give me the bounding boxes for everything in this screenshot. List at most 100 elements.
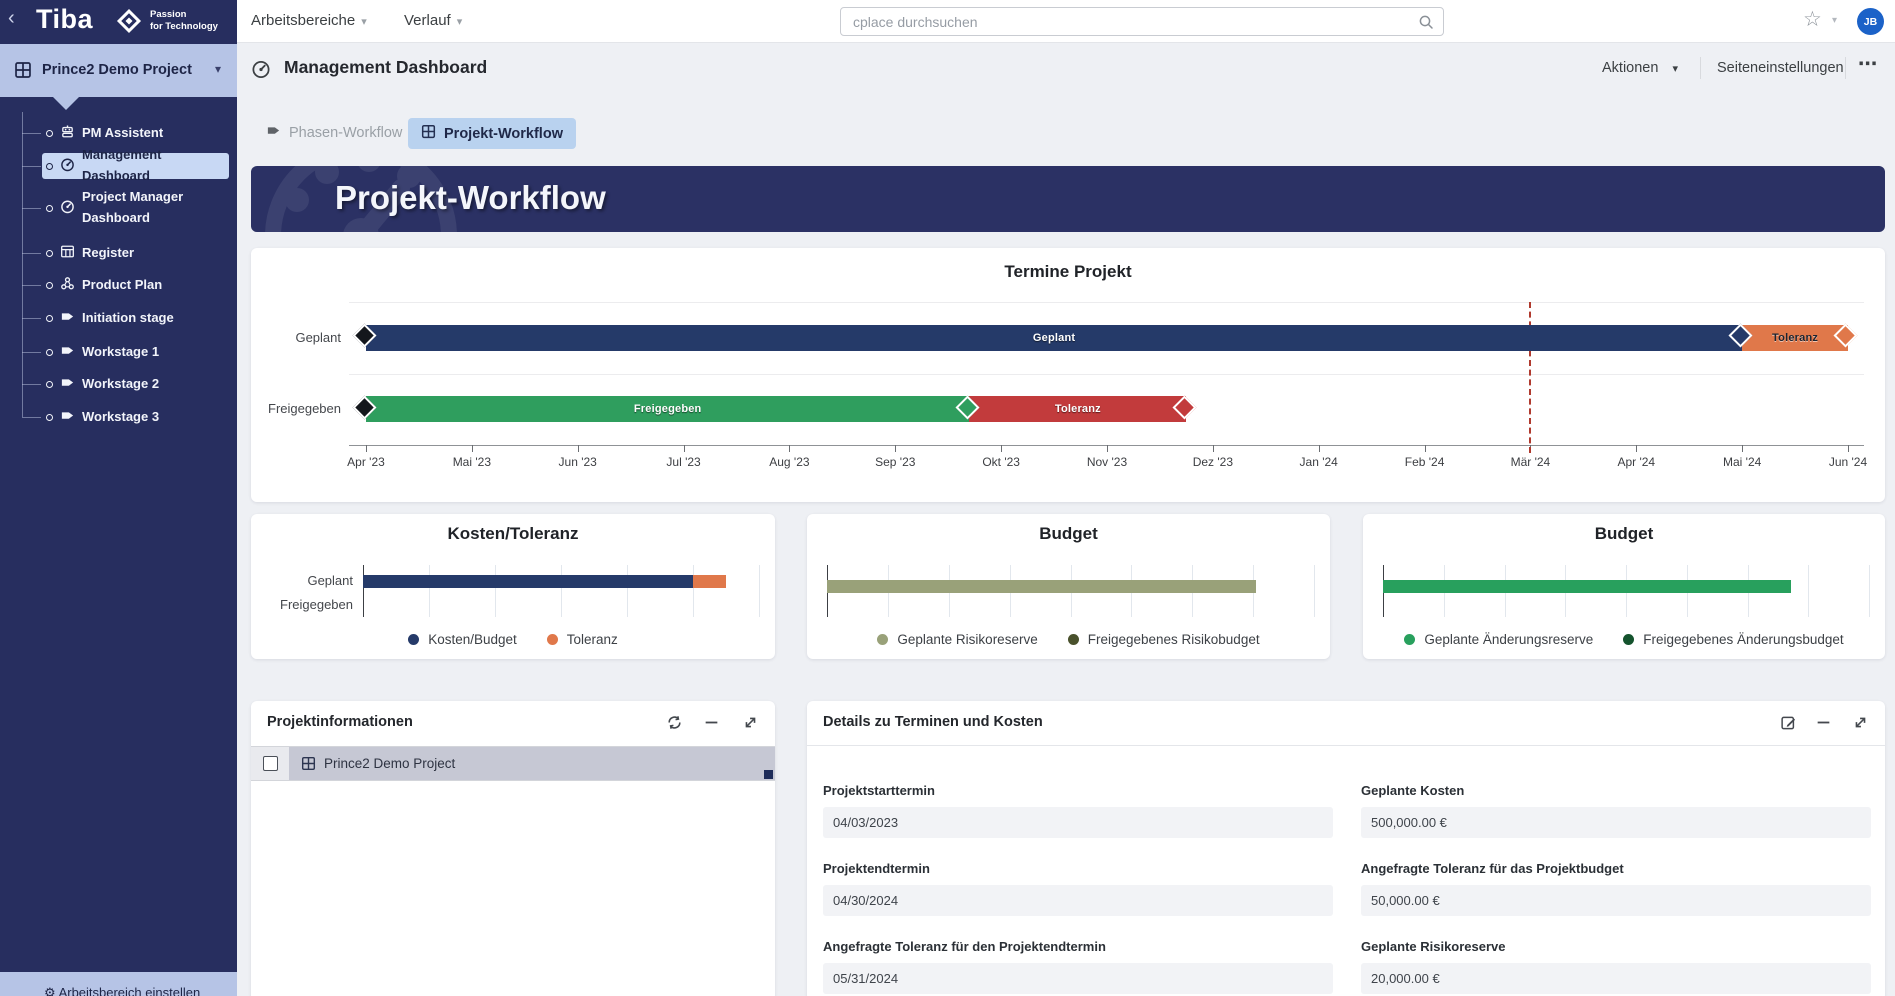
edit-icon[interactable]	[1780, 714, 1797, 736]
logo-bar: ‹ Tiba Passion for Technology	[0, 0, 237, 44]
page-settings-button[interactable]: Seiteneinstellungen	[1717, 60, 1844, 76]
grid-icon	[301, 756, 316, 771]
tree-bullet	[46, 129, 53, 137]
avatar[interactable]: JB	[1857, 8, 1884, 35]
search-icon[interactable]	[1418, 14, 1434, 35]
axis-tick	[577, 445, 579, 452]
table-icon	[60, 244, 75, 262]
selection-handle[interactable]	[764, 770, 773, 779]
detail-field-value: 05/31/2024	[823, 963, 1333, 994]
history-menu[interactable]: Verlauf ▾	[404, 12, 463, 29]
legend-label: Freigegebenes Änderungsbudget	[1643, 632, 1844, 647]
legend-item: Toleranz	[546, 632, 618, 647]
bar-segment	[1383, 579, 1792, 593]
collapse-widget-icon[interactable]	[1815, 714, 1832, 736]
workspaces-menu[interactable]: Arbeitsbereiche ▾	[251, 12, 367, 29]
gridline	[1869, 565, 1870, 617]
divider	[1700, 57, 1701, 79]
sidebar-item-workstage-3[interactable]: Workstage 3	[42, 404, 229, 430]
expand-icon[interactable]	[1852, 714, 1869, 736]
axis-tick	[1106, 445, 1108, 452]
chevron-down-icon[interactable]: ▾	[1832, 15, 1838, 26]
more-menu-button[interactable]: ⋯	[1858, 54, 1878, 75]
x-tick-label: Apr '23	[347, 455, 385, 469]
legend-swatch	[1623, 634, 1635, 645]
x-tick-label: Aug '23	[769, 455, 810, 469]
detail-field: Angefragte Toleranz für das Projektbudge…	[1361, 861, 1871, 916]
tree-bullet	[46, 204, 53, 212]
gridline	[1314, 565, 1315, 617]
selector-pointer	[53, 97, 79, 110]
axis-tick	[366, 445, 367, 452]
gantt-bar-segment: Toleranz	[969, 396, 1187, 422]
chart-legend: Geplante Risikoreserve Freigegebenes Risi…	[807, 632, 1330, 647]
panel-header: Details zu Terminen und Kosten	[807, 701, 1885, 745]
expand-icon[interactable]	[742, 714, 759, 736]
detail-field-label: Geplante Kosten	[1361, 783, 1465, 798]
project-selector[interactable]: Prince2 Demo Project ▾	[0, 44, 237, 97]
sidebar-item-label: Workstage 3	[82, 408, 160, 424]
detail-field-value: 50,000.00 €	[1361, 885, 1871, 916]
project-row[interactable]: Prince2 Demo Project	[289, 747, 775, 780]
panel-title: Projektinformationen	[267, 714, 413, 730]
axis-baseline	[349, 445, 1864, 446]
gauge-icon	[60, 157, 75, 175]
gantt-bar-label: Toleranz	[1054, 403, 1101, 415]
detail-field: Angefragte Toleranz für den Projektendte…	[823, 939, 1333, 994]
sidebar-item-workstage-1[interactable]: Workstage 1	[42, 339, 229, 365]
collapse-widget-icon[interactable]	[703, 714, 720, 736]
x-tick-label: Mai '24	[1722, 455, 1762, 469]
bar-segment	[693, 574, 726, 588]
legend-label: Geplante Änderungsreserve	[1424, 632, 1594, 647]
legend-label: Freigegebenes Risikobudget	[1087, 632, 1260, 647]
legend-swatch	[1067, 634, 1079, 645]
sidebar-item-label: Project Manager Dashboard	[82, 189, 184, 225]
row-checkbox[interactable]	[262, 756, 278, 771]
tree-connector	[22, 253, 41, 254]
gantt-row-label: Geplant	[295, 329, 341, 345]
termine-projekt-card: Termine Projekt Geplant Freigegeben Apr '…	[251, 248, 1885, 502]
budget-risiko-card: Budget Geplante Risikoreserve Freigegeben…	[807, 514, 1330, 659]
sidebar-item-management-dashboard[interactable]: Management Dashboard	[42, 147, 229, 183]
sidebar-item-project-manager-dashboard[interactable]: Project Manager Dashboard	[42, 186, 229, 230]
gridline	[627, 565, 628, 617]
legend-label: Toleranz	[566, 632, 618, 647]
chart-title: Termine Projekt	[1004, 262, 1132, 281]
tree-connector	[22, 208, 41, 209]
x-tick-label: Jul '23	[666, 455, 701, 469]
tab-projekt-workflow[interactable]: Projekt-Workflow	[408, 118, 576, 149]
refresh-icon[interactable]	[666, 714, 683, 736]
details-panel: Details zu Terminen und Kosten Projektst…	[807, 701, 1885, 996]
gridline	[495, 565, 496, 617]
page-banner: Projekt-Workflow	[251, 166, 1885, 232]
projektinformationen-panel: Projektinformationen Prince2 Demo Projec…	[251, 701, 775, 996]
sidebar-item-initiation-stage[interactable]: Initiation stage	[42, 305, 229, 331]
sidebar-item-register[interactable]: Register	[42, 240, 229, 266]
sidebar-footer-settings[interactable]: ⚙ Arbeitsbereich einstellen	[0, 972, 237, 996]
sidebar-item-label: Initiation stage	[82, 309, 174, 325]
tree-connector	[22, 384, 41, 385]
x-tick-label: Mär '24	[1510, 455, 1551, 469]
favorite-star-icon[interactable]: ☆	[1803, 8, 1822, 31]
sidebar-collapse-icon[interactable]: ‹	[8, 7, 15, 29]
sidebar-item-label: Workstage 2	[82, 375, 160, 391]
tab-phasen-workflow[interactable]: Phasen-Workflow	[266, 123, 402, 142]
gauge-icon	[60, 199, 75, 217]
gauge-icon	[251, 59, 271, 84]
search-input[interactable]	[841, 8, 1443, 35]
tree-connector	[22, 318, 41, 319]
x-tick-label: Jun '24	[1828, 455, 1868, 469]
sidebar-item-workstage-2[interactable]: Workstage 2	[42, 371, 229, 397]
axis-tick	[471, 445, 473, 452]
chevron-down-icon: ▾	[1672, 63, 1679, 75]
sidebar-item-label: Register	[82, 244, 135, 260]
sidebar-item-pm-assistent[interactable]: PM Assistent	[42, 120, 229, 146]
tag-icon	[60, 408, 75, 426]
sidebar-item-product-plan[interactable]: Product Plan	[42, 272, 229, 298]
gantt-bar-label: Geplant	[1032, 331, 1076, 344]
divider	[807, 745, 1885, 746]
detail-field-value: 20,000.00 €	[1361, 963, 1871, 994]
actions-menu[interactable]: Aktionen ▾	[1602, 60, 1679, 76]
category-label: Freigegeben	[280, 597, 353, 612]
tree-connector	[22, 166, 41, 167]
